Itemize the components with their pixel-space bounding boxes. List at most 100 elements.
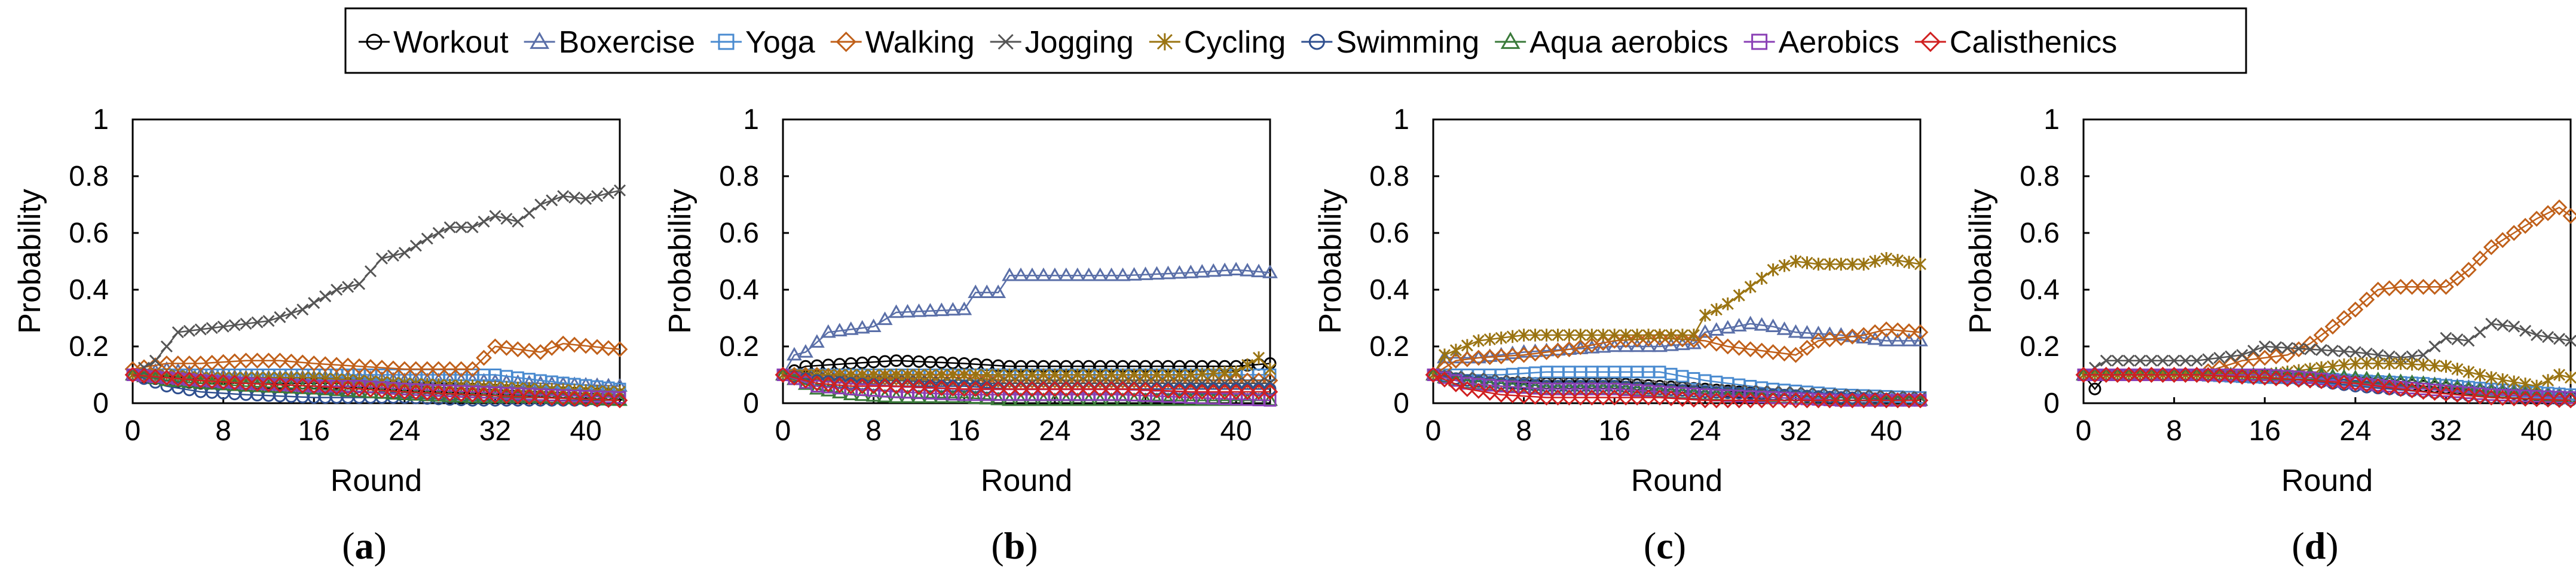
data-point-marker: [2145, 354, 2158, 367]
data-point-marker: [1572, 389, 1589, 406]
chart-panel-a: 0 0.2 0.4 0.6 0.8 1 0 8 16 24 32 40 Round Probability…: [13, 104, 628, 567]
data-point-marker: [192, 372, 209, 389]
panel-label-paren: (: [1644, 524, 1656, 567]
legend-label: Walking: [865, 25, 975, 60]
data-point-marker: [375, 252, 388, 265]
data-point-marker: [419, 361, 436, 378]
data-point-marker: [1105, 368, 1118, 382]
data-point-marker: [981, 368, 993, 382]
data-point-marker: [1171, 265, 1188, 279]
legend-label: Boxercise: [559, 25, 695, 60]
data-point-marker: [1506, 330, 1519, 343]
panel-label-letter: d: [2305, 524, 2326, 567]
data-point-marker: [1037, 368, 1050, 382]
data-point-marker: [944, 380, 961, 397]
data-point-marker: [1504, 348, 1521, 364]
panel-label: (b): [991, 524, 1038, 567]
data-point-marker: [430, 361, 447, 378]
panel-label: (d): [2292, 524, 2338, 567]
data-point-marker: [2324, 318, 2341, 335]
plot-area: [2082, 118, 2572, 404]
data-point-marker: [1620, 329, 1632, 342]
legend-label: Jogging: [1025, 25, 1134, 60]
legend-label: Workout: [393, 25, 509, 60]
data-point-marker: [1092, 267, 1108, 281]
data-point-marker: [2474, 326, 2486, 339]
data-point-marker: [215, 354, 231, 370]
data-point-marker: [534, 198, 547, 211]
data-point-marker: [1160, 383, 1176, 399]
data-point-marker: [408, 361, 424, 378]
data-point-marker: [865, 318, 882, 333]
data-point-marker: [945, 389, 961, 403]
data-point-marker: [1183, 392, 1199, 406]
data-point-marker: [2372, 357, 2384, 370]
data-point-marker: [1527, 388, 1543, 405]
data-point-marker: [913, 368, 925, 382]
data-point-marker: [2519, 324, 2532, 337]
data-point-marker: [487, 387, 503, 404]
data-point-marker: [466, 221, 479, 234]
data-point-marker: [1708, 392, 1725, 409]
data-point-marker: [854, 378, 871, 394]
data-point-marker: [2279, 371, 2296, 387]
chart-panel-d: 0 0.2 0.4 0.6 0.8 1 0 8 16 24 32 40 Round Probability…: [1963, 104, 2576, 567]
data-point-marker: [2372, 349, 2384, 361]
panel-label: (a): [342, 524, 387, 567]
data-point-marker: [1720, 320, 1736, 334]
data-point-marker: [956, 389, 972, 403]
data-point-marker: [342, 281, 354, 293]
data-point-marker: [2494, 232, 2511, 248]
data-point-marker: [1912, 324, 1929, 340]
data-point-marker: [1137, 266, 1154, 280]
data-point-marker: [339, 357, 356, 374]
data-point-marker: [2517, 391, 2534, 407]
series-calisthenics: [2075, 367, 2576, 409]
data-point-marker: [888, 304, 904, 318]
data-point-marker: [521, 342, 537, 359]
data-point-marker: [543, 389, 560, 406]
legend-item-swimming: Swimming: [1301, 25, 1479, 60]
data-point-marker: [2134, 354, 2146, 367]
data-point-marker: [2564, 335, 2576, 347]
data-point-marker: [786, 369, 803, 386]
data-point-marker: [1824, 257, 1836, 271]
data-point-marker: [2088, 382, 2101, 395]
data-point-marker: [147, 369, 164, 385]
data-point-marker: [1493, 386, 1510, 403]
data-point-marker: [566, 336, 583, 353]
data-point-marker: [1139, 368, 1152, 382]
data-point-marker: [1250, 383, 1267, 400]
y-tick-label: 0.2: [69, 331, 109, 363]
data-point-marker: [1071, 368, 1084, 382]
data-point-marker: [362, 382, 379, 398]
data-point-marker: [2528, 210, 2545, 227]
x-axis-title: Round: [1631, 464, 1723, 498]
data-point-marker: [797, 344, 813, 358]
data-point-marker: [1721, 297, 1734, 311]
data-point-marker: [1552, 329, 1564, 342]
data-point-marker: [1901, 323, 1917, 340]
data-point-marker: [968, 284, 984, 299]
x-tick-label: 16: [2249, 415, 2281, 447]
data-point-marker: [933, 380, 950, 397]
data-point-marker: [464, 361, 481, 378]
data-point-marker: [464, 386, 481, 403]
data-point-marker: [934, 389, 950, 403]
series-boxercise: [775, 262, 1278, 380]
series-jogging: [2077, 317, 2576, 381]
data-point-marker: [1767, 263, 1779, 277]
data-point-marker: [1069, 267, 1085, 281]
y-tick-label: 0: [2043, 388, 2060, 419]
y-tick-label: 0.4: [2020, 274, 2060, 306]
data-point-marker: [1137, 392, 1154, 406]
data-point-marker: [2236, 349, 2248, 361]
data-point-marker: [1663, 330, 1679, 347]
data-point-marker: [1742, 341, 1759, 358]
data-point-marker: [2100, 354, 2112, 367]
legend-label: Aqua aerobics: [1529, 25, 1728, 60]
data-point-marker: [1617, 389, 1634, 406]
data-point-marker: [1438, 348, 1451, 362]
panel-label-letter: b: [1004, 524, 1026, 567]
data-point-marker: [296, 303, 309, 316]
